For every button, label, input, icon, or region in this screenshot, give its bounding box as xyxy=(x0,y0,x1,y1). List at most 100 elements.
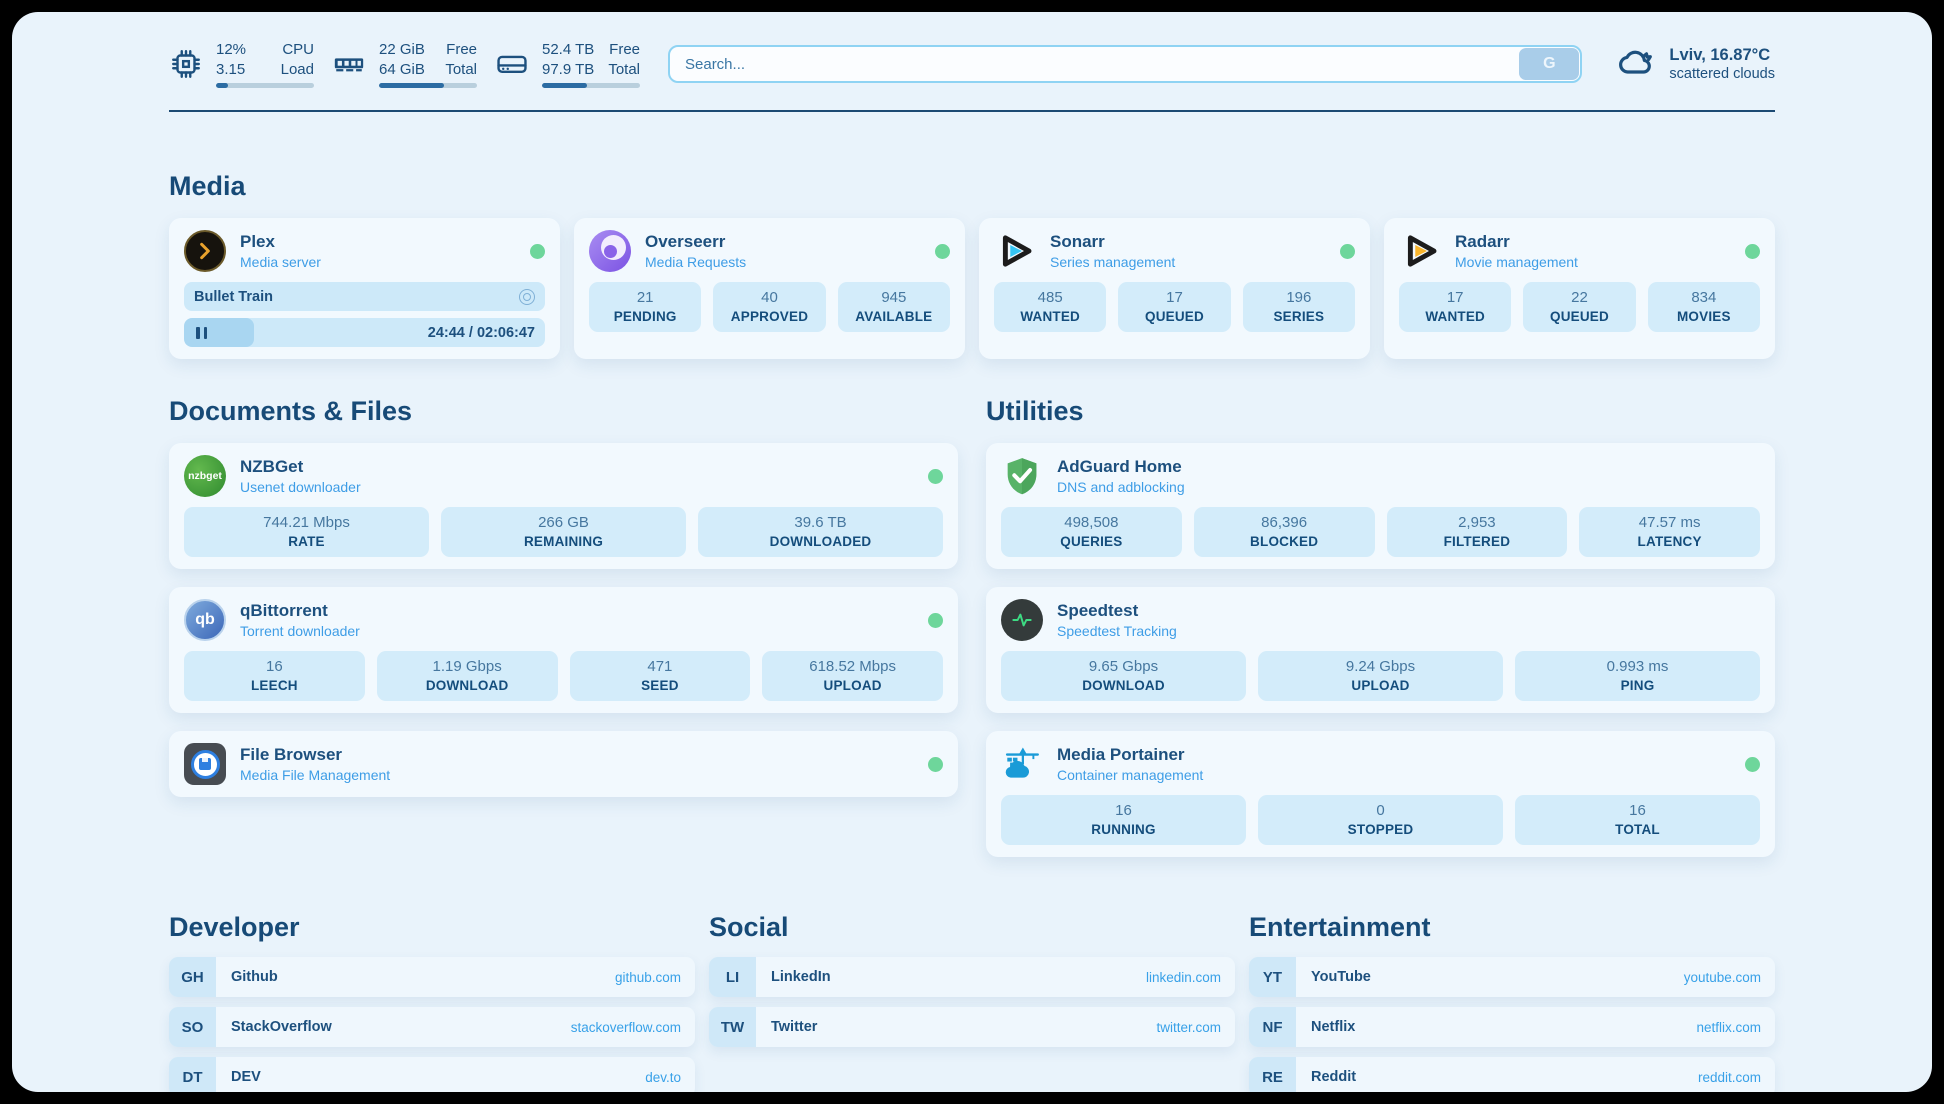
stat-tile: 618.52 Mbps UPLOAD xyxy=(762,651,943,701)
stat-tile: 86,396 BLOCKED xyxy=(1193,507,1375,557)
bookmark-url: netflix.com xyxy=(1696,1019,1761,1035)
stat-tile: 0 STOPPED xyxy=(1258,795,1503,845)
app-name: Radarr xyxy=(1455,232,1510,251)
stat-tile: 17 QUEUED xyxy=(1118,282,1231,332)
app-card-adguard[interactable]: AdGuard Home DNS and adblocking 498,508 Q… xyxy=(986,443,1775,569)
app-subtitle: Speedtest Tracking xyxy=(1057,623,1177,639)
app-card-plex[interactable]: Plex Media server Bullet Train 24:44 / 0… xyxy=(169,218,560,359)
status-dot xyxy=(1745,756,1760,772)
bookmark-url: linkedin.com xyxy=(1145,969,1221,985)
cpu-icon xyxy=(169,47,203,81)
portainer-icon xyxy=(1001,743,1043,785)
bookmark-name: LinkedIn xyxy=(771,969,831,985)
cpu-progress xyxy=(216,83,314,88)
mem-total: 64 GiB xyxy=(379,60,425,78)
dashboard-page: 12% 3.15 CPU Load xyxy=(12,12,1932,1092)
app-card-overseerr[interactable]: Overseerr Media Requests 21 PENDING 40 APP… xyxy=(574,218,965,359)
disk-label-1: Free xyxy=(609,41,640,58)
weather-location: Lviv, 16.87°C xyxy=(1669,46,1771,64)
app-card-speedtest[interactable]: Speedtest Speedtest Tracking 9.65 Gbps DO… xyxy=(986,587,1775,713)
bookmark-name: Reddit xyxy=(1311,1069,1357,1085)
app-name: Media Portainer xyxy=(1057,745,1185,764)
stat-tile: 1.19 Gbps DOWNLOAD xyxy=(376,651,558,701)
bookmark-abbr: GH xyxy=(169,957,216,997)
app-card-sonarr[interactable]: Sonarr Series management 485 WANTED 17 QUE… xyxy=(979,218,1370,359)
stat-tile: 485 WANTED xyxy=(994,282,1107,332)
cpu-percent: 12% xyxy=(216,41,247,58)
search-input[interactable] xyxy=(668,45,1583,83)
mem-label-2: Total xyxy=(445,60,477,78)
app-card-radarr[interactable]: Radarr Movie management 17 WANTED 22 QUEUE… xyxy=(1384,218,1775,359)
stat-tile: 2,953 FILTERED xyxy=(1386,507,1568,557)
bookmarks-entertainment: Entertainment YT YouTube youtube.com NF … xyxy=(1249,911,1775,1092)
ram-icon xyxy=(332,47,366,81)
bookmark-name: Netflix xyxy=(1311,1019,1356,1035)
stat-tile: 945 AVAILABLE xyxy=(837,282,950,332)
bookmark-abbr: RE xyxy=(1249,1057,1296,1092)
stat-tile: 196 SERIES xyxy=(1242,282,1355,332)
system-stats: 12% 3.15 CPU Load xyxy=(169,40,640,88)
app-name: File Browser xyxy=(240,745,343,764)
nzbget-icon: nzbget xyxy=(184,455,226,497)
app-card-qbittorrent[interactable]: qb qBittorrent Torrent downloader 16 LEEC… xyxy=(169,587,958,713)
app-name: AdGuard Home xyxy=(1057,457,1182,476)
app-card-portainer[interactable]: Media Portainer Container management 16 R… xyxy=(986,731,1775,857)
status-dot xyxy=(928,756,943,772)
bookmark-abbr: SO xyxy=(169,1007,216,1047)
disk-free: 52.4 TB xyxy=(542,41,595,58)
weather-condition: scattered clouds xyxy=(1669,66,1775,82)
pause-icon[interactable] xyxy=(196,326,207,339)
cloud-icon xyxy=(1616,42,1656,87)
stat-tile: 40 APPROVED xyxy=(713,282,826,332)
search-provider-button[interactable]: G xyxy=(1519,48,1580,80)
header-divider xyxy=(169,110,1775,112)
cpu-stat: 12% 3.15 CPU Load xyxy=(169,40,314,88)
status-dot xyxy=(1745,243,1760,259)
bookmark-url: stackoverflow.com xyxy=(570,1019,681,1035)
app-name: NZBGet xyxy=(240,457,304,476)
header: 12% 3.15 CPU Load xyxy=(169,40,1775,88)
playback-time: 24:44 / 02:06:47 xyxy=(427,324,535,341)
now-playing-row: Bullet Train xyxy=(184,282,545,311)
stat-tile: 39.6 TB DOWNLOADED xyxy=(698,507,943,557)
radarr-icon xyxy=(1399,230,1441,272)
app-subtitle: Series management xyxy=(1050,254,1176,270)
status-dot xyxy=(935,243,950,259)
bookmark-url: reddit.com xyxy=(1697,1069,1761,1085)
speedtest-icon xyxy=(1001,599,1043,641)
status-dot xyxy=(928,468,943,484)
bookmark-netflix[interactable]: NF Netflix netflix.com xyxy=(1249,1007,1775,1047)
stat-tile: 744.21 Mbps RATE xyxy=(184,507,429,557)
media-grid: Plex Media server Bullet Train 24:44 / 0… xyxy=(169,218,1775,359)
app-name: qBittorrent xyxy=(240,601,328,620)
bookmark-name: YouTube xyxy=(1311,969,1371,985)
bookmark-name: Github xyxy=(231,969,278,985)
documents-column: Documents & Files nzbget NZBGet Usenet d… xyxy=(169,395,958,797)
bookmark-dev[interactable]: DT DEV dev.to xyxy=(169,1057,695,1092)
cpu-label-2: Load xyxy=(280,60,314,78)
bookmark-github[interactable]: GH Github github.com xyxy=(169,957,695,997)
bookmark-linkedin[interactable]: LI LinkedIn linkedin.com xyxy=(709,957,1235,997)
utilities-column: Utilities AdGuard Home DNS and adblockin… xyxy=(986,395,1775,857)
app-card-filebrowser[interactable]: File Browser Media File Management xyxy=(169,731,958,797)
bookmark-youtube[interactable]: YT YouTube youtube.com xyxy=(1249,957,1775,997)
bookmarks-developer: Developer GH Github github.com SO StackO… xyxy=(169,911,695,1092)
bookmark-reddit[interactable]: RE Reddit reddit.com xyxy=(1249,1057,1775,1092)
app-card-nzbget[interactable]: nzbget NZBGet Usenet downloader 744.21 M… xyxy=(169,443,958,569)
bookmark-name: StackOverflow xyxy=(231,1019,332,1035)
stat-tile: 9.65 Gbps DOWNLOAD xyxy=(1001,651,1246,701)
stat-tile: 498,508 QUERIES xyxy=(1001,507,1182,557)
stat-tile: 16 TOTAL xyxy=(1515,795,1760,845)
bookmark-abbr: NF xyxy=(1249,1007,1296,1047)
bookmark-abbr: YT xyxy=(1249,957,1296,997)
status-dot xyxy=(530,243,545,259)
status-dot xyxy=(1340,243,1355,259)
section-title-media: Media xyxy=(169,171,246,201)
filebrowser-icon xyxy=(184,743,226,785)
sonarr-icon xyxy=(994,230,1036,272)
stat-tile: 0.993 ms PING xyxy=(1515,651,1760,701)
bookmark-twitter[interactable]: TW Twitter twitter.com xyxy=(709,1007,1235,1047)
app-name: Sonarr xyxy=(1050,232,1105,251)
bookmark-stackoverflow[interactable]: SO StackOverflow stackoverflow.com xyxy=(169,1007,695,1047)
bookmark-abbr: TW xyxy=(709,1007,756,1047)
